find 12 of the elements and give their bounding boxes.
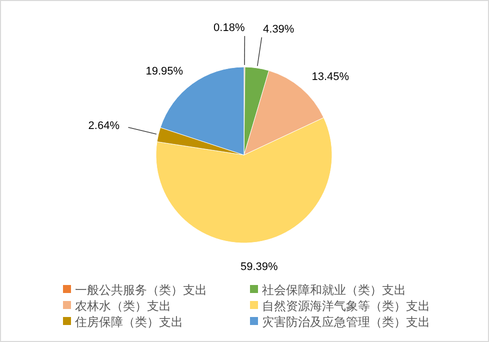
data-label: 19.95% xyxy=(146,66,184,78)
data-label: 4.39% xyxy=(263,23,294,36)
data-label: 2.64% xyxy=(88,120,120,132)
legend-label: 灾害防治及应急管理（类）支出 xyxy=(262,315,430,330)
legend-label: 社会保障和就业（类）支出 xyxy=(262,283,406,298)
legend-label: 自然资源海洋气象等（类）支出 xyxy=(262,299,430,314)
legend-label: 农林水（类）支出 xyxy=(75,299,171,314)
legend-label: 一般公共服务（类）支出 xyxy=(75,283,207,298)
legend-label: 住房保障（类）支出 xyxy=(74,315,183,330)
data-label: 13.45% xyxy=(312,70,350,83)
data-label: 59.39% xyxy=(240,260,278,273)
data-label: 0.18% xyxy=(214,22,245,34)
